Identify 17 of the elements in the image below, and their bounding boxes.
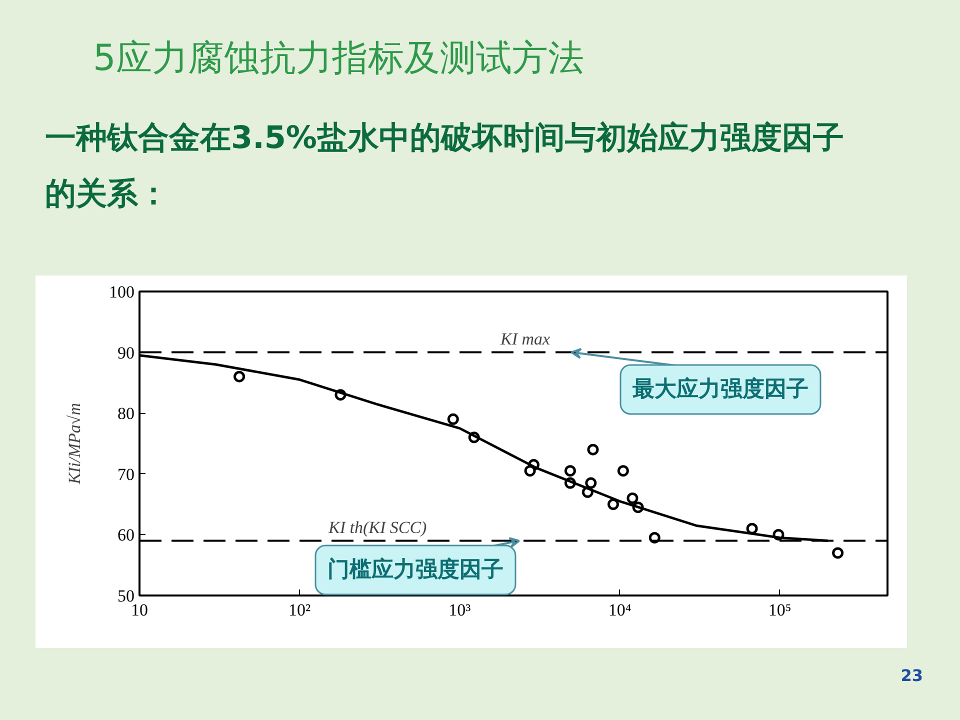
chart-subtitle: 一种钛合金在3.5%盐水中的破坏时间与初始应力强度因子的关系： — [45, 119, 845, 214]
x-tick-label: 10⁴ — [608, 600, 632, 620]
y-tick-label: 70 — [118, 464, 134, 484]
y-tick-label: 90 — [118, 343, 134, 362]
ref-line-label: KI th(KI SCC) — [328, 518, 428, 537]
chart-title: 5应力腐蚀抗力指标及测试方法 — [93, 37, 584, 81]
annotation: 门槛应力强度因子 — [328, 556, 504, 582]
x-tick-label: 10² — [288, 600, 311, 620]
ref-line-label: KI max — [500, 329, 551, 348]
y-axis-title: KIi/MPa√m — [65, 402, 84, 486]
x-tick-label: 10³ — [448, 600, 471, 620]
y-tick-label: 100 — [109, 282, 134, 302]
y-tick-label: 60 — [118, 526, 134, 545]
annotation: 最大应力强度因子 — [632, 376, 808, 402]
text: 23 — [900, 665, 923, 687]
x-tick-label: 10⁵ — [768, 600, 792, 620]
y-tick-label: 80 — [118, 404, 134, 424]
